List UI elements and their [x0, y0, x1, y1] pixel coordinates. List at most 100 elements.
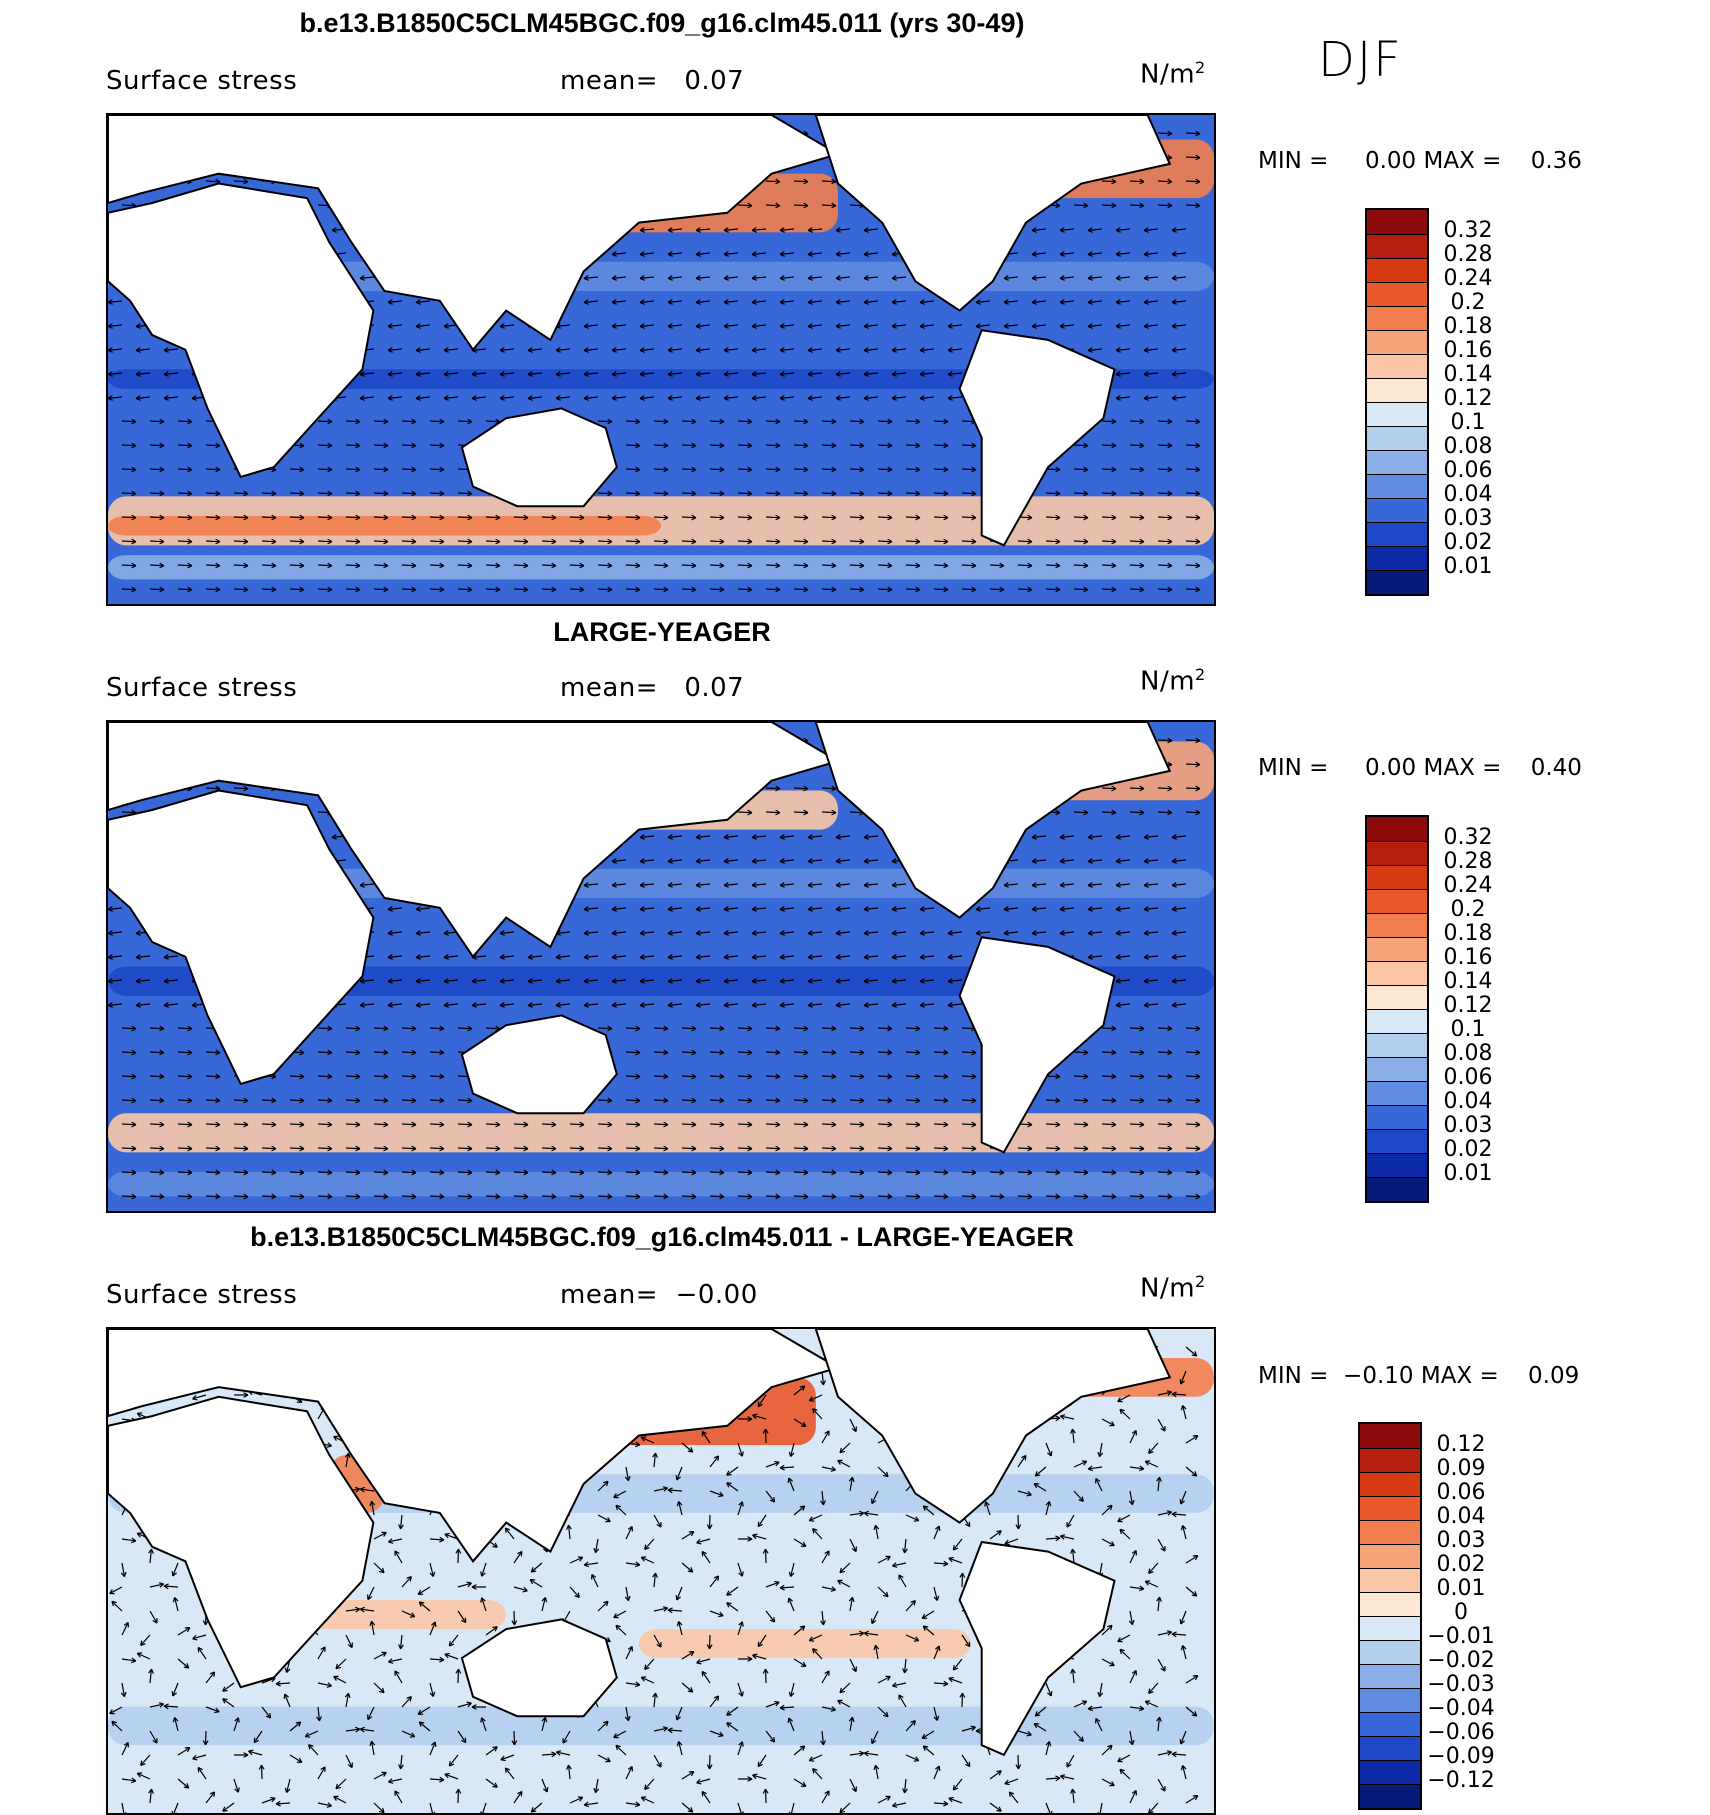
wind-arrow — [317, 1145, 333, 1152]
wind-arrow — [640, 1436, 655, 1444]
wind-arrow — [345, 1097, 361, 1104]
wind-arrow — [667, 1727, 683, 1734]
wind-arrow — [1157, 1630, 1173, 1636]
wind-arrow — [701, 1790, 711, 1804]
wind-arrow — [359, 1606, 375, 1613]
wind-arrow — [304, 1730, 319, 1738]
wind-arrow — [765, 1460, 780, 1468]
wind-arrow — [625, 1025, 641, 1032]
wind-arrow — [873, 1524, 880, 1540]
wind-arrow — [121, 1193, 137, 1200]
wind-arrow — [1157, 1049, 1173, 1056]
wind-arrow — [1129, 538, 1145, 545]
wind-arrow — [947, 1002, 963, 1008]
wind-arrow — [877, 490, 893, 497]
colorbar-level-label: 0.12 — [1443, 993, 1493, 1018]
colorbar-level-label: 0.28 — [1443, 242, 1493, 267]
wind-arrow — [737, 202, 753, 209]
wind-arrow — [765, 418, 781, 425]
units-base: N/m — [1140, 1273, 1196, 1304]
wind-arrow — [961, 1193, 977, 1200]
wind-arrow — [905, 490, 921, 497]
wind-arrow — [765, 490, 781, 497]
wind-arrow — [751, 251, 767, 257]
wind-arrow — [625, 586, 641, 593]
wind-arrow — [640, 1796, 655, 1804]
wind-arrow — [1148, 1682, 1159, 1694]
wind-arrow — [205, 1097, 221, 1104]
wind-arrow — [611, 930, 627, 936]
colorbar-level-label: 0.12 — [1443, 386, 1493, 411]
colorbar-segment — [1360, 1736, 1420, 1760]
wind-arrow — [902, 1658, 908, 1674]
wind-arrow — [1143, 299, 1159, 305]
wind-arrow — [807, 906, 823, 912]
wind-arrow — [787, 1597, 795, 1612]
wind-arrow — [922, 1745, 935, 1756]
wind-arrow — [1185, 737, 1201, 744]
wind-arrow — [779, 1464, 795, 1471]
wind-arrow — [905, 514, 921, 521]
wind-arrow — [1129, 442, 1145, 449]
wind-arrow — [345, 490, 361, 497]
wind-arrow — [821, 586, 837, 593]
wind-arrow — [835, 395, 851, 401]
wind-arrow — [891, 882, 907, 888]
wind-arrow — [205, 1073, 221, 1080]
wind-arrow — [345, 538, 361, 545]
wind-arrow — [513, 538, 529, 545]
wind-arrow — [1073, 1169, 1089, 1176]
wind-arrow — [471, 1002, 487, 1008]
wind-arrow — [289, 586, 305, 593]
colorbar-segment — [1360, 1616, 1420, 1640]
wind-arrow — [591, 1573, 599, 1588]
units-exp: 2 — [1195, 1272, 1206, 1291]
wind-arrow — [849, 1778, 857, 1793]
wind-arrow — [821, 809, 837, 816]
wind-arrow — [933, 1560, 949, 1567]
wind-arrow — [562, 1730, 571, 1744]
wind-arrow — [569, 538, 585, 545]
units-exp: 2 — [1195, 58, 1206, 77]
australia-land — [460, 1014, 618, 1115]
wind-arrow — [947, 978, 963, 984]
wind-arrow — [644, 1538, 655, 1550]
wind-arrow — [499, 323, 515, 329]
wind-arrow — [737, 1025, 753, 1032]
wind-arrow — [1185, 761, 1201, 768]
wind-arrow — [757, 1514, 767, 1528]
colorbar-segment — [1367, 378, 1427, 402]
wind-arrow — [1059, 227, 1075, 233]
wind-arrow — [1059, 906, 1075, 912]
wind-arrow — [905, 586, 921, 593]
wind-arrow — [779, 882, 795, 888]
wind-arrow — [177, 586, 193, 593]
wind-arrow — [639, 978, 655, 984]
panel-1-minmax: MIN = 0.00 MAX = 0.36 — [1258, 148, 1582, 174]
wind-arrow — [485, 1778, 498, 1788]
wind-arrow — [261, 1706, 272, 1719]
wind-arrow — [709, 1575, 720, 1588]
wind-arrow — [877, 1025, 893, 1032]
wind-arrow — [513, 562, 529, 569]
wind-arrow — [373, 418, 389, 425]
wind-arrow — [149, 1073, 165, 1080]
wind-arrow — [1033, 1722, 1047, 1732]
wind-arrow — [625, 1169, 641, 1176]
colorbar-segment — [1367, 1177, 1427, 1201]
wind-arrow — [387, 1778, 403, 1784]
wind-arrow — [905, 562, 921, 569]
wind-arrow — [723, 834, 739, 840]
wind-arrow — [401, 1730, 416, 1738]
wind-arrow — [373, 1097, 389, 1104]
wind-arrow — [877, 1121, 893, 1128]
wind-arrow — [1073, 1490, 1084, 1502]
wind-arrow — [541, 1597, 548, 1612]
wind-arrow — [583, 1801, 599, 1808]
wind-arrow — [1157, 1145, 1173, 1152]
wind-arrow — [401, 466, 417, 473]
wind-arrow — [597, 1720, 609, 1732]
wind-arrow — [108, 347, 123, 353]
wind-arrow — [737, 418, 753, 425]
min-label: MIN = — [1258, 1363, 1329, 1389]
